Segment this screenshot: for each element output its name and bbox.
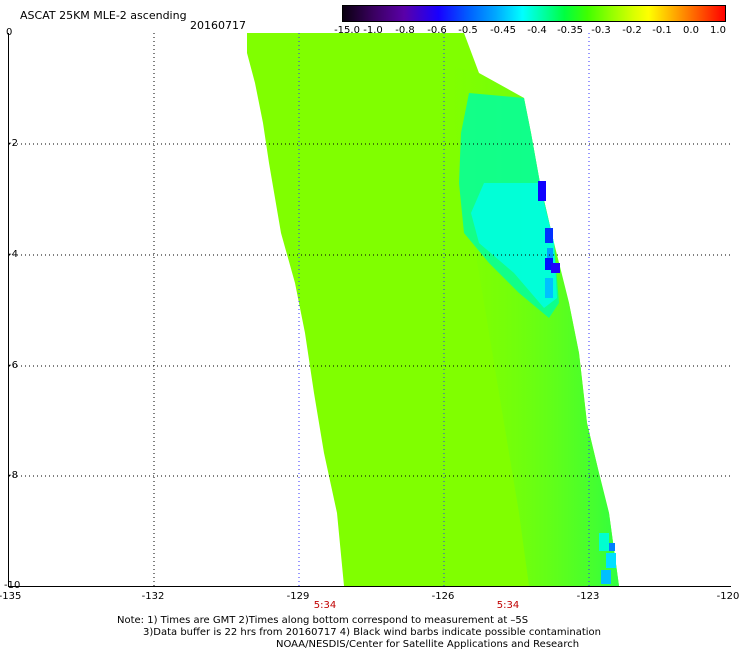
colorbar-label: -0.5 bbox=[458, 25, 478, 36]
colorbar-label: -0.6 bbox=[427, 25, 447, 36]
colorbar-label: -0.45 bbox=[490, 25, 516, 36]
swath-cyan-pixel bbox=[601, 570, 611, 584]
colorbar-label: -0.4 bbox=[527, 25, 547, 36]
swath-blue-pixel bbox=[545, 228, 553, 243]
x-tick-label: -132 bbox=[141, 591, 165, 602]
x-tick-label: -126 bbox=[431, 591, 455, 602]
colorbar-label: -1.0 bbox=[363, 25, 383, 36]
y-tick-label: -8 bbox=[8, 470, 18, 481]
time-label: 5:34 bbox=[313, 600, 337, 611]
colorbar-label: 0.0 bbox=[683, 25, 699, 36]
grid-lines-blue bbox=[298, 33, 590, 586]
swath-svg bbox=[9, 33, 731, 586]
colorbar-label: -0.1 bbox=[652, 25, 672, 36]
note-line-3: NOAA/NESDIS/Center for Satellite Applica… bbox=[276, 639, 580, 650]
swath-cyan-core bbox=[471, 183, 557, 308]
swath-blue-pixel bbox=[547, 248, 553, 258]
y-tick-label: -6 bbox=[8, 360, 18, 371]
swath-blue-pixel bbox=[545, 278, 553, 298]
swath-blue-pixel bbox=[551, 263, 560, 273]
colorbar-label: -0.3 bbox=[591, 25, 611, 36]
colorbar bbox=[342, 5, 726, 22]
x-tick-label: -135 bbox=[0, 591, 22, 602]
colorbar-label: -0.2 bbox=[622, 25, 642, 36]
swath-cyan-pixel bbox=[606, 553, 616, 568]
time-label: 5:34 bbox=[496, 600, 520, 611]
map-plot bbox=[8, 33, 731, 587]
y-tick-label: -2 bbox=[8, 138, 18, 149]
map-title: ASCAT 25KM MLE-2 ascending bbox=[20, 9, 187, 22]
colorbar-label: 1.0 bbox=[710, 25, 726, 36]
x-tick-label: -129 bbox=[286, 591, 310, 602]
y-tick-label: 0 bbox=[6, 27, 13, 38]
note-line-2: 3)Data buffer is 22 hrs from 20160717 4)… bbox=[143, 627, 601, 638]
swath-blue-pixel bbox=[538, 181, 546, 201]
swath-cyan-pixel bbox=[599, 533, 609, 551]
colorbar-label: -0.8 bbox=[395, 25, 415, 36]
colorbar-label: -15.0 bbox=[334, 25, 360, 36]
swath-cyan-pixel bbox=[609, 543, 615, 551]
x-tick-label: -123 bbox=[576, 591, 600, 602]
swath-blue-pixel bbox=[545, 258, 553, 270]
y-tick-label: -4 bbox=[8, 249, 18, 260]
grid-lat-lines bbox=[9, 143, 731, 477]
colorbar-label: -0.35 bbox=[557, 25, 583, 36]
map-date: 20160717 bbox=[190, 19, 246, 32]
y-tick-label: -10 bbox=[4, 580, 21, 591]
note-line-1: Note: 1) Times are GMT 2)Times along bot… bbox=[117, 615, 529, 626]
x-tick-label: -120 bbox=[716, 591, 740, 602]
